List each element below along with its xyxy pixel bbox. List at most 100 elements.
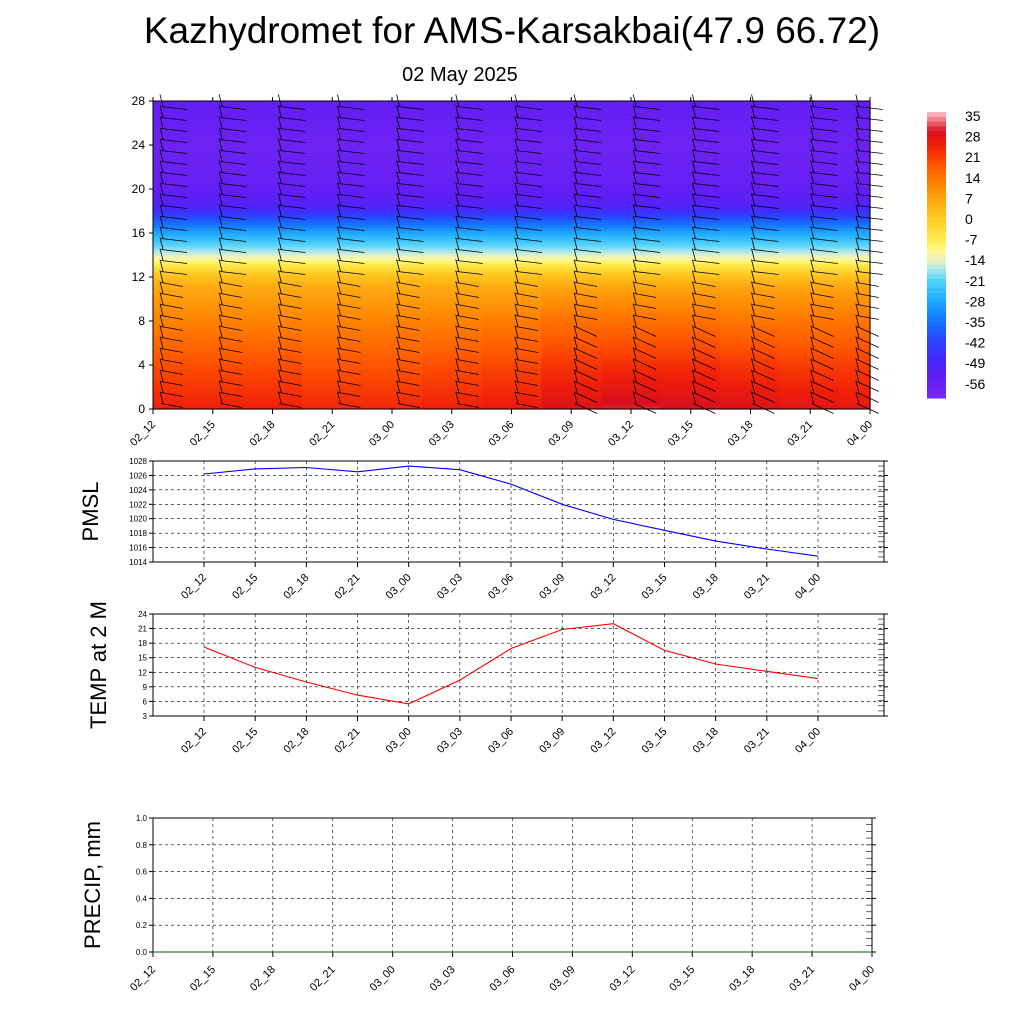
heatmap-cell (780, 167, 841, 171)
heatmap-cell (780, 153, 841, 157)
wind-barb-flag (396, 215, 400, 228)
wind-barb-flag (218, 226, 223, 239)
heatmap-cell (242, 356, 303, 361)
heatmap-cell (362, 296, 423, 300)
x-tick-label: 03_21 (787, 964, 817, 994)
heatmap-cell (660, 378, 722, 383)
heatmap-cell (720, 359, 781, 363)
wind-barb-flag (855, 303, 860, 316)
heatmap-cell (182, 326, 244, 330)
heatmap-cell (362, 208, 423, 212)
wind-barb-flag (751, 215, 755, 228)
heatmap-cell (421, 343, 483, 347)
wind-barb-flag (514, 193, 519, 206)
heatmap-cell (780, 205, 841, 209)
heatmap-cell (780, 208, 841, 212)
wind-barb-flag (218, 171, 223, 184)
heatmap-cell (481, 266, 542, 270)
wind-barb (634, 315, 657, 320)
heatmap-cell (362, 299, 423, 303)
heatmap-cell (601, 332, 662, 336)
wind-barb-flag (277, 314, 282, 327)
heatmap-cell (840, 128, 871, 132)
wind-barb (811, 359, 834, 370)
colorbar-swatch (927, 345, 946, 351)
heatmap-cell (780, 230, 841, 234)
heatmap-cell (780, 142, 841, 146)
wind-barb (456, 293, 479, 298)
colorbar-swatch (927, 193, 946, 199)
heatmap-cell (601, 359, 662, 363)
heatmap-cell (242, 293, 303, 297)
heatmap-cell (720, 304, 781, 308)
heatmap-cell (302, 263, 363, 267)
heatmap-cell (153, 211, 184, 215)
wind-barb (634, 117, 661, 121)
heatmap-cell (720, 106, 781, 110)
wind-barb-flag (396, 182, 400, 195)
wind-barb-flag (396, 281, 400, 294)
heatmap-cell (601, 395, 662, 399)
heatmap-cell (780, 277, 841, 281)
heatmap-cell (302, 356, 363, 361)
wind-barb (811, 370, 834, 381)
wind-barb (515, 227, 542, 231)
heatmap-cell (302, 120, 363, 124)
heatmap-cell (601, 365, 662, 369)
wind-barb-flag (751, 149, 755, 162)
wind-barb-flag (691, 325, 696, 338)
heatmap-cell (601, 389, 662, 394)
y-tick-label: 1022 (129, 500, 147, 509)
heatmap-cell (362, 244, 423, 248)
heatmap-cell (720, 365, 781, 369)
heatmap-cell (302, 274, 363, 278)
wind-barb (160, 205, 188, 209)
heatmap-cell (481, 252, 542, 256)
heatmap-cell (601, 183, 662, 187)
y-tick-label: 8 (138, 314, 145, 328)
heatmap-cell (840, 296, 871, 300)
heatmap-cell (242, 279, 303, 284)
wind-barb (693, 117, 720, 121)
heatmap-cell (421, 153, 483, 157)
wind-barb-flag (810, 336, 815, 349)
colorbar-swatch (927, 183, 946, 189)
heatmap-cell (242, 304, 303, 308)
heatmap-cell (153, 406, 184, 410)
heatmap-cell (362, 282, 423, 286)
wind-barb (338, 194, 365, 198)
heatmap-cell (242, 310, 303, 314)
x-tick-label: 04_00 (847, 964, 877, 994)
heatmap-cell (840, 301, 871, 306)
heatmap-cell (242, 257, 303, 262)
wind-barb (220, 161, 247, 165)
wind-barb (220, 249, 247, 253)
heatmap-cell (840, 103, 871, 108)
colorbar-swatch (927, 140, 946, 146)
heatmap-cell (302, 235, 363, 240)
heatmap-cell (362, 123, 423, 127)
wind-barb-flag (855, 160, 860, 173)
heatmap-cell (421, 345, 483, 350)
wind-barb-flag (810, 149, 815, 162)
heatmap-cell (840, 175, 871, 179)
wind-barb (634, 106, 661, 110)
heatmap-cell (182, 373, 244, 377)
heatmap-cell (153, 222, 184, 226)
heatmap-cell (182, 354, 244, 358)
heatmap-cell (153, 112, 184, 116)
heatmap-cell (601, 263, 662, 267)
x-tick-label: 03_21 (742, 726, 772, 756)
wind-barb (338, 249, 365, 253)
wind-barb (338, 150, 365, 154)
wind-barb-flag (691, 369, 696, 382)
wind-barb (575, 183, 602, 187)
heatmap-cell (182, 123, 244, 127)
wind-barb (397, 359, 420, 364)
heatmap-cell (421, 359, 483, 363)
heatmap-cell (541, 241, 602, 245)
colorbar-swatch (927, 131, 946, 137)
wind-barb (220, 282, 243, 287)
wind-barb-flag (855, 358, 860, 371)
x-tick-label: 03_18 (691, 726, 721, 756)
